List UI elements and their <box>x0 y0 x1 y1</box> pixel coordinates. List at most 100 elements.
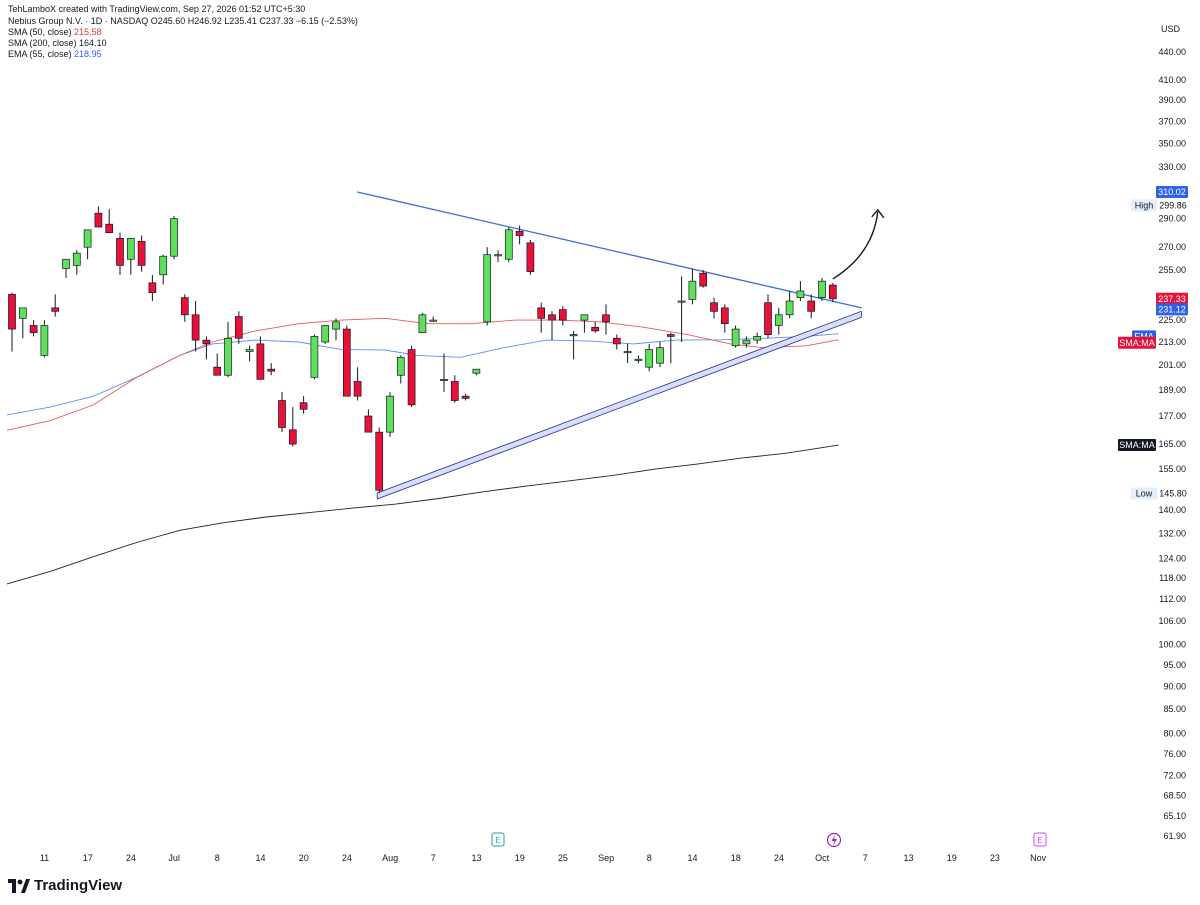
price-label: 145.80 <box>1159 489 1187 499</box>
tradingview-logo-icon <box>8 878 30 893</box>
candle-body <box>213 366 222 376</box>
price-label: 310.02 <box>1158 187 1186 197</box>
sma200-legend[interactable]: SMA (200, close) 164.10 <box>8 38 358 49</box>
x-tick-label: 25 <box>558 853 568 863</box>
candle-body <box>364 415 373 433</box>
price-label-box <box>1131 199 1157 212</box>
sma50-line <box>6 317 839 431</box>
candle-body <box>72 252 81 266</box>
x-tick-label: 8 <box>215 853 220 863</box>
candle-body <box>40 325 49 356</box>
candle-body <box>94 212 103 228</box>
sma50-value: 215.58 <box>74 27 102 37</box>
y-tick-label: 90.00 <box>1163 681 1186 691</box>
candle-body <box>494 254 502 257</box>
x-tick-label: 20 <box>299 853 309 863</box>
candle-body <box>677 300 686 303</box>
breakout-arrow <box>832 211 879 280</box>
y-tick-label: 85.00 <box>1163 704 1186 714</box>
candle-body <box>774 314 783 326</box>
y-tick-label: 124.00 <box>1158 553 1186 563</box>
price-label: SMA:MA <box>1119 338 1155 348</box>
y-tick-label: 213.00 <box>1158 337 1186 347</box>
x-tick-label: 14 <box>255 853 265 863</box>
y-tick-label: 106.00 <box>1158 616 1186 626</box>
sma200-label: SMA (200, close) <box>8 38 77 48</box>
candle-body <box>18 307 27 319</box>
ohlc-values: O245.60 H246.92 L235.41 C237.33 −6.15 (−… <box>150 16 358 26</box>
candle-body <box>159 255 168 276</box>
x-tick-label: 17 <box>83 853 93 863</box>
candle-body <box>440 379 448 381</box>
candle-body <box>612 337 621 345</box>
candle-body <box>666 334 675 337</box>
earnings-marker-label: E <box>1037 836 1042 845</box>
sma50-legend[interactable]: SMA (50, close) 215.58 <box>8 27 358 38</box>
candle-body <box>504 229 513 260</box>
candle-body <box>472 368 481 374</box>
candle-body <box>764 302 772 335</box>
y-tick-label: 95.00 <box>1163 660 1186 670</box>
x-tick-label: 18 <box>731 853 741 863</box>
candle-body <box>656 347 664 364</box>
candle-body <box>742 339 751 345</box>
candle-body <box>602 314 610 323</box>
price-label-box <box>1156 185 1188 198</box>
price-label-box <box>1131 487 1157 500</box>
x-tick-label: 24 <box>342 853 352 863</box>
price-label: SMA:MA <box>1119 440 1155 450</box>
candle-body <box>407 349 416 406</box>
candle-body <box>83 229 92 248</box>
x-tick-label: 14 <box>687 853 697 863</box>
x-tick-label: 19 <box>947 853 957 863</box>
candle-body <box>720 307 729 325</box>
x-tick-label: 13 <box>471 853 481 863</box>
price-label-box <box>1158 199 1188 212</box>
y-tick-label: 350.00 <box>1158 138 1186 148</box>
candle-body <box>29 325 38 334</box>
earnings-marker-label: E <box>495 836 500 845</box>
sma200-line <box>6 444 839 585</box>
ema-legend[interactable]: EMA (55, close) 218.95 <box>8 49 358 60</box>
symbol-row: Nebius Group N.V. · 1D · NASDAQ O245.60 … <box>8 16 358 27</box>
candle-body <box>105 223 114 234</box>
candle-body <box>461 395 470 399</box>
candle-body <box>688 280 697 300</box>
x-tick-label: 7 <box>863 853 868 863</box>
candle-body <box>569 334 578 337</box>
tradingview-wordmark: TradingView <box>34 877 123 894</box>
tradingview-logo: TradingView <box>8 877 122 894</box>
candle-body <box>310 336 319 378</box>
candle-body <box>148 282 157 293</box>
resistance-trendline <box>357 191 862 309</box>
candle-body <box>8 293 16 330</box>
lightning-icon <box>831 835 837 846</box>
x-tick-label: Oct <box>815 853 830 863</box>
candle-body <box>699 272 708 287</box>
price-label: EMA <box>1134 331 1154 341</box>
y-tick-label: 155.00 <box>1158 464 1186 474</box>
y-tick-label: 112.00 <box>1159 594 1186 604</box>
candle-body <box>418 314 427 334</box>
ema-value: 218.95 <box>74 49 102 59</box>
candle-body <box>623 351 632 354</box>
price-label-box <box>1158 487 1188 500</box>
candle-body <box>202 339 211 345</box>
y-tick-label: 255.00 <box>1158 265 1186 275</box>
candle-body <box>299 402 308 410</box>
x-tick-label: 24 <box>126 853 136 863</box>
candle-body <box>353 381 362 397</box>
y-tick-label: 390.00 <box>1158 95 1186 105</box>
candle-body <box>548 314 556 321</box>
x-tick-label: 19 <box>515 853 525 863</box>
x-tick-label: 8 <box>647 853 652 863</box>
candle-body <box>288 429 297 445</box>
ema-line <box>6 333 839 416</box>
candle-body <box>321 325 330 343</box>
candle-body <box>591 326 600 332</box>
currency-label: USD <box>1160 24 1180 34</box>
candle-body <box>580 314 589 321</box>
price-label-box <box>1118 439 1156 452</box>
